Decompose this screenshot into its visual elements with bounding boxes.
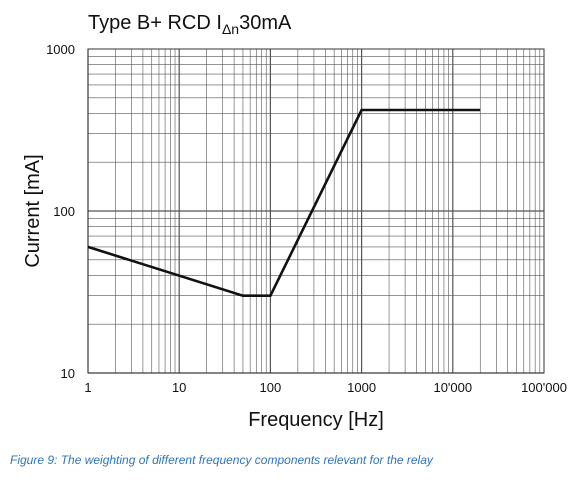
chart-title-subscript: Δn <box>222 21 239 37</box>
chart: Type B+ RCD IΔn30mA 1 10 100 1000 10'000 100'… <box>22 12 567 431</box>
x-tick-label: 100 <box>260 380 282 395</box>
series-layer <box>87 108 481 298</box>
grid <box>87 49 544 374</box>
x-tick-label: 1000 <box>347 380 376 395</box>
plot-frame <box>87 48 545 374</box>
figure-caption: Figure 9: The weighting of different fre… <box>10 453 433 467</box>
x-tick-label: 10 <box>172 380 186 395</box>
x-axis-label: Frequency [Hz] <box>248 409 384 431</box>
y-axis-label: Current [mA] <box>22 154 44 267</box>
x-tick-label: 1 <box>84 380 91 395</box>
y-tick-label: 100 <box>53 204 75 219</box>
chart-title-suffix: 30mA <box>239 12 292 34</box>
chart-title-main: Type B+ RCD I <box>88 12 222 34</box>
x-tick-label: 100'000 <box>521 380 567 395</box>
chart-title: Type B+ RCD IΔn30mA <box>88 12 292 37</box>
y-tick-label: 10 <box>61 366 75 381</box>
series-line-1 <box>87 108 481 298</box>
y-tick-label: 1000 <box>46 42 75 57</box>
y-tick-labels: 10 100 1000 <box>46 42 75 381</box>
x-tick-label: 10'000 <box>433 380 472 395</box>
x-tick-labels: 1 10 100 1000 10'000 100'000 <box>84 380 567 395</box>
